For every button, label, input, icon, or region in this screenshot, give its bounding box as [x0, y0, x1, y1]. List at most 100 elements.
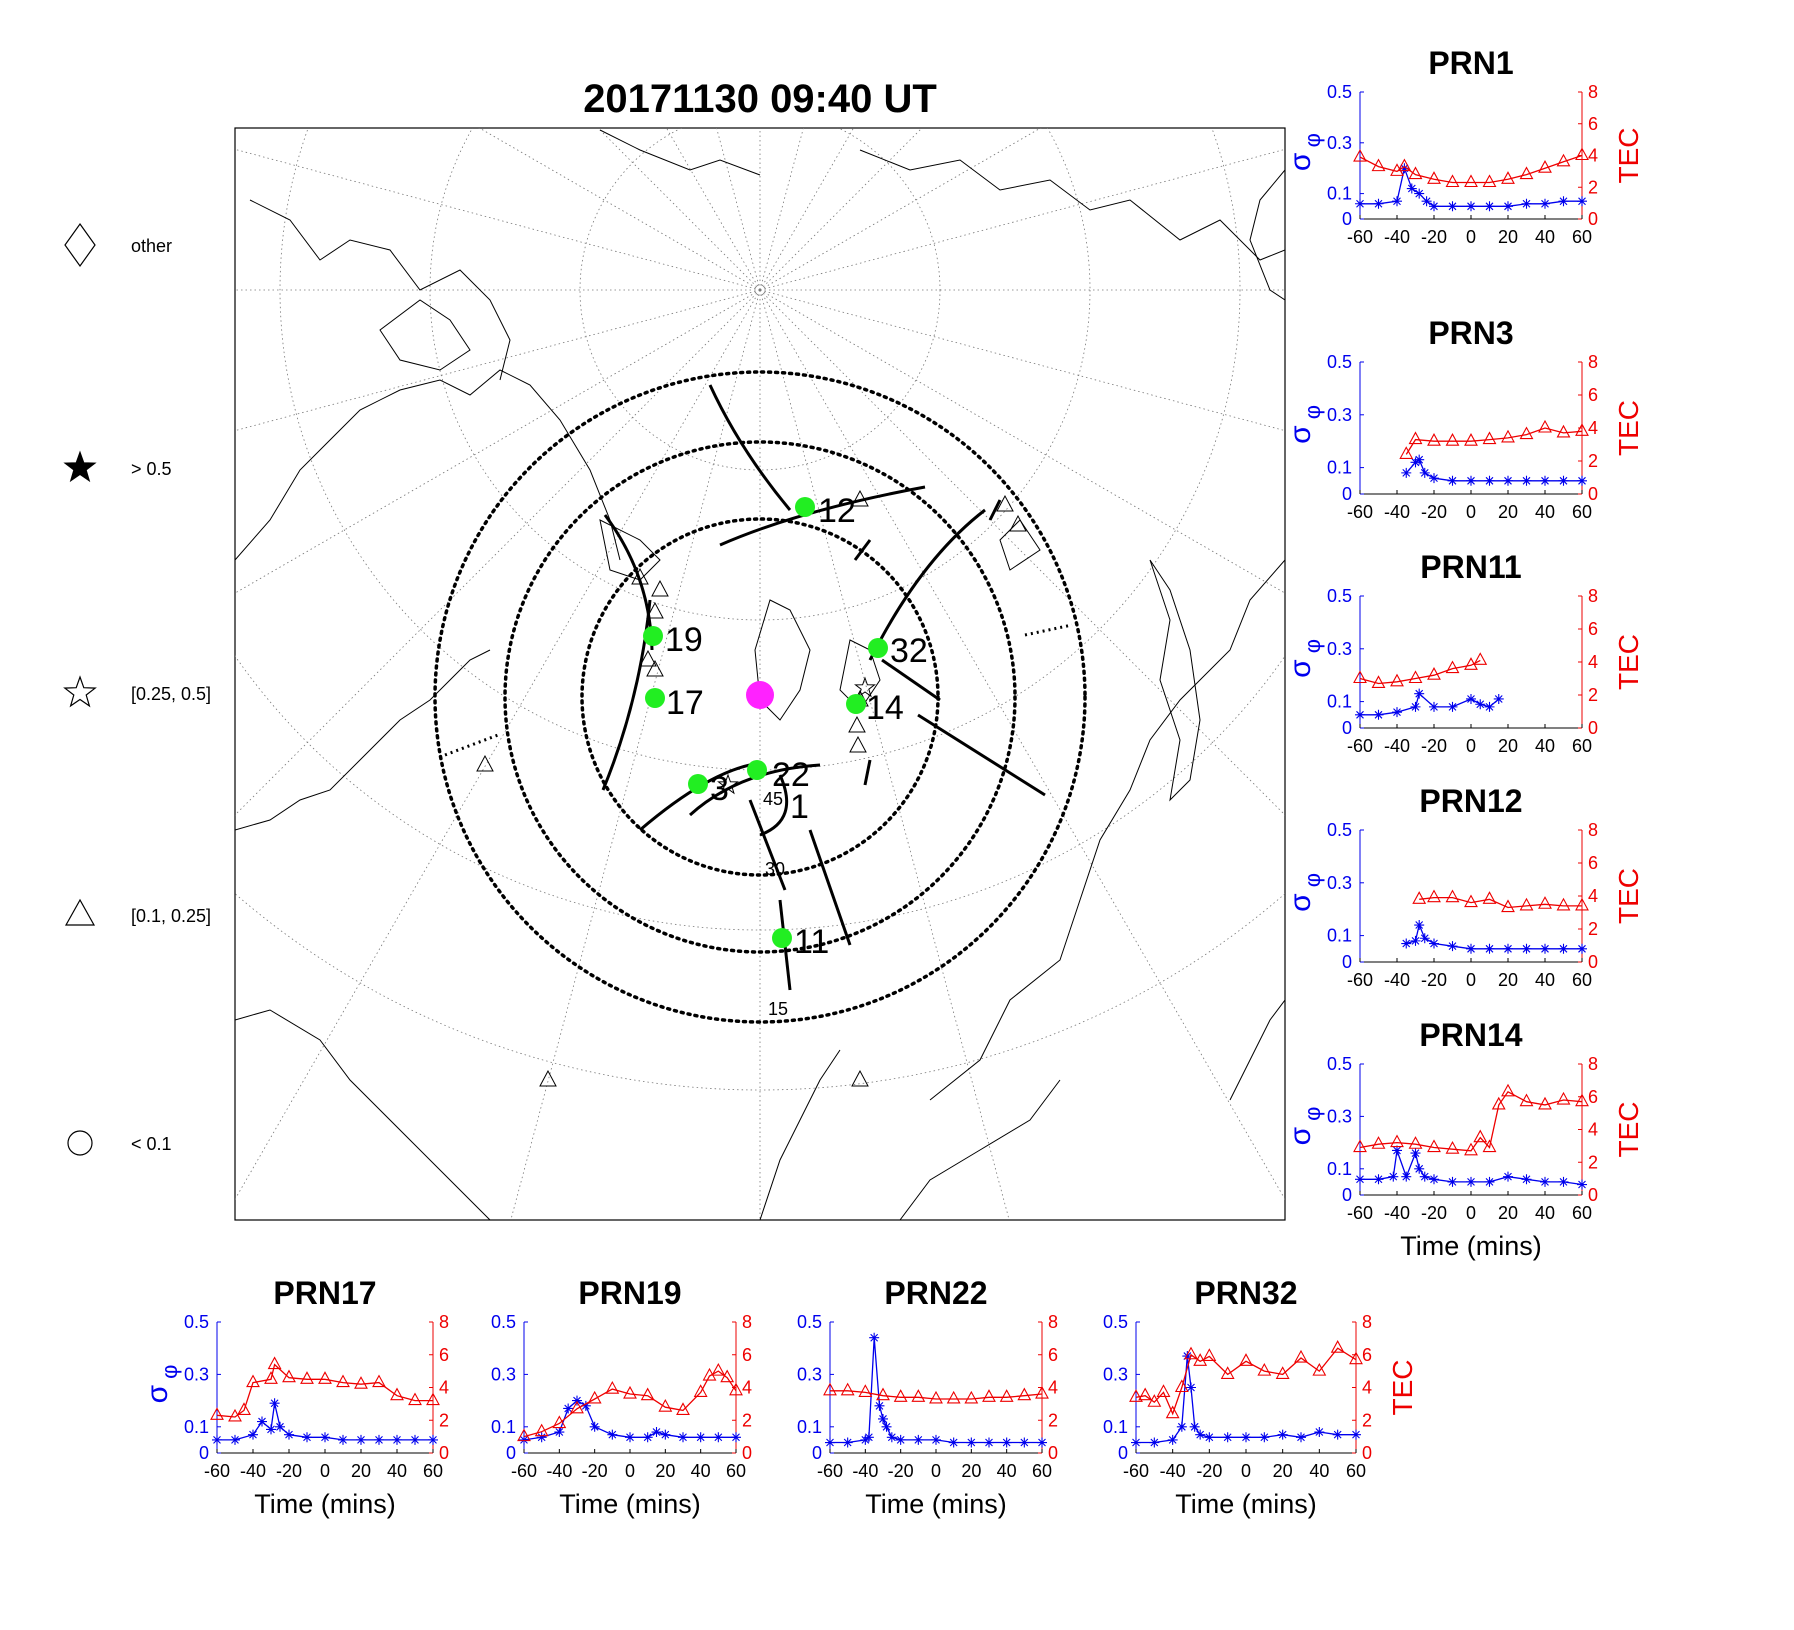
x-tick-label: 0	[1466, 227, 1476, 247]
tec-point	[1464, 894, 1478, 908]
legend-diamond-icon	[64, 222, 96, 268]
tec-point	[1156, 1384, 1171, 1397]
graticule-latitude	[279, 128, 1241, 771]
chart-title: PRN1	[1428, 45, 1513, 81]
sigma-phi-point	[1484, 1176, 1495, 1187]
x-tick-label: -20	[1421, 1203, 1447, 1223]
graticule-latitude	[235, 892, 1285, 1091]
elevation-ring	[433, 370, 1087, 1024]
tec-point	[1427, 667, 1441, 680]
sigma-phi-point	[695, 1432, 706, 1443]
sigma-phi-point	[269, 1398, 280, 1409]
x-tick-label: 60	[1346, 1461, 1366, 1481]
coastline	[235, 649, 491, 831]
coastline	[379, 299, 471, 371]
left-axis-label-subscript: φ	[1300, 639, 1325, 653]
satellite-track	[688, 763, 821, 817]
tec-point	[1501, 429, 1515, 443]
satellite-track	[748, 799, 787, 891]
sigma-phi-point	[338, 1434, 348, 1445]
satellite-label: 12	[818, 492, 856, 530]
sigma-phi-point	[1447, 475, 1458, 486]
left-tick-label: 0.1	[1327, 458, 1352, 478]
sigma-phi-point	[1503, 943, 1513, 954]
sigma-phi-point	[1410, 701, 1421, 712]
coastline	[759, 1049, 841, 1220]
ipp-marker	[643, 626, 663, 646]
sigma-phi-point	[212, 1434, 222, 1445]
tec-point	[1397, 158, 1412, 172]
x-tick-label: -60	[1347, 736, 1373, 756]
sigma-phi-point	[731, 1432, 741, 1443]
tec-point	[1312, 1362, 1327, 1376]
ipp-marker	[688, 774, 708, 794]
right-tick-label: 6	[1588, 385, 1598, 405]
tec-point	[237, 1402, 251, 1415]
ipp-marker	[747, 760, 767, 780]
sigma-phi-point	[842, 1437, 853, 1448]
right-tick-label: 2	[1048, 1410, 1058, 1430]
chart-title: PRN14	[1419, 1017, 1522, 1053]
sigma-phi-point	[1484, 475, 1495, 486]
tec-point	[300, 1371, 314, 1384]
x-tick-label: -60	[1347, 1203, 1373, 1223]
station-marker	[746, 681, 774, 709]
left-axis-label: σ	[1284, 893, 1317, 912]
sigma-phi-point	[1521, 943, 1532, 954]
tec-point	[1482, 891, 1497, 904]
tec-point	[1519, 166, 1534, 180]
tec-point	[711, 1362, 726, 1376]
tec-point	[1538, 1096, 1552, 1110]
left-tick-label: 0.1	[1327, 926, 1352, 946]
ipp-marker	[795, 497, 815, 517]
legend-label: > 0.5	[131, 459, 172, 479]
tec-series	[1405, 427, 1583, 455]
satellite-track	[863, 759, 872, 786]
tec-point	[1408, 431, 1423, 445]
satellite-track	[808, 829, 852, 946]
chart-title: PRN32	[1194, 1275, 1297, 1311]
left-tick-label: 0.3	[1327, 405, 1352, 425]
tec-point	[911, 1389, 926, 1402]
left-tick-label: 0.3	[184, 1364, 209, 1384]
sigma-phi-point	[554, 1427, 565, 1438]
sigma-phi-point	[860, 1434, 871, 1445]
sigma-phi-point	[1410, 457, 1421, 468]
left-tick-label: 0.5	[1327, 82, 1352, 102]
tec-point	[1138, 1387, 1153, 1401]
tec-point	[1371, 675, 1386, 688]
left-tick-label: 0.5	[184, 1312, 209, 1332]
sigma-phi-point	[1204, 1432, 1215, 1443]
tec-point	[228, 1408, 242, 1422]
tec-point	[1519, 426, 1534, 440]
sigma-phi-point	[563, 1403, 574, 1414]
sigma-phi-point	[678, 1432, 688, 1443]
sigma-phi-point	[284, 1429, 294, 1440]
sigma-phi-point	[1410, 935, 1421, 946]
right-axis-label: TEC	[1613, 1102, 1644, 1158]
right-tick-label: 8	[742, 1312, 752, 1332]
right-tick-label: 8	[1362, 1312, 1372, 1332]
tec-point	[426, 1392, 440, 1406]
satellite-label: 22	[772, 756, 810, 794]
sigma-phi-point	[374, 1434, 384, 1445]
sigma-phi-point	[580, 1400, 591, 1411]
x-tick-label: 40	[997, 1461, 1017, 1481]
sigma-phi-point	[1558, 1176, 1569, 1187]
left-tick-label: 0.1	[184, 1417, 209, 1437]
tec-point	[1501, 171, 1515, 184]
right-axis-label: TEC	[1613, 400, 1644, 456]
tec-point	[693, 1384, 708, 1397]
right-tick-label: 4	[1588, 146, 1598, 166]
tec-point	[552, 1415, 567, 1429]
sigma-phi-point	[1351, 1429, 1361, 1440]
coastline	[235, 369, 621, 561]
sigma-phi-point	[1503, 475, 1513, 486]
x-tick-label: -60	[204, 1461, 230, 1481]
sigma-phi-point	[1540, 1176, 1550, 1187]
sigma-phi-point	[1558, 196, 1569, 207]
sigma-phi-point	[1577, 196, 1587, 207]
right-tick-label: 0	[1362, 1443, 1372, 1463]
